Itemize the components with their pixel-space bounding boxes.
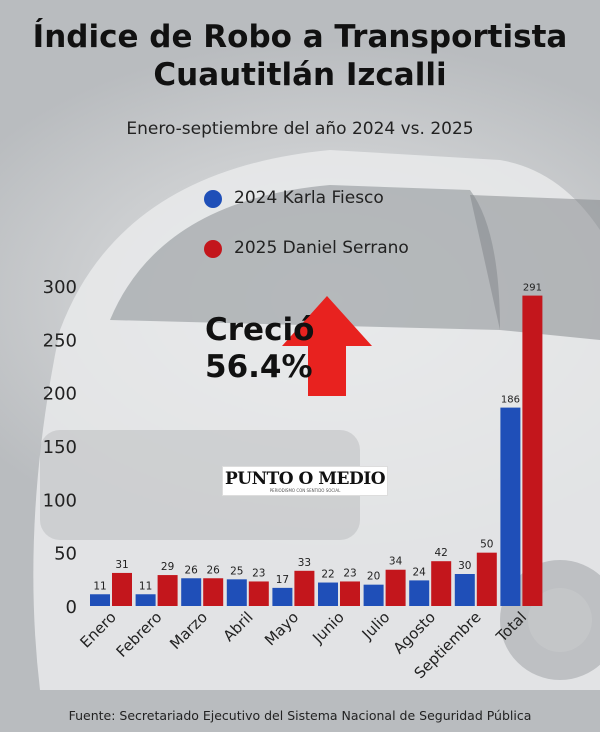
y-tick-label: 200 [43,384,77,405]
legend-swatch-2025 [204,240,222,258]
chart-title-line2: Cuautitlán Izcalli [153,57,447,93]
bar-value-label: 186 [501,395,520,406]
logo-tagline: PERIODISMO CON SENTIDO SOCIAL [269,488,341,493]
bar-value-label: 24 [413,566,427,578]
bar-value-label: 31 [115,559,128,571]
x-tick-label: Abril [220,608,257,645]
bar-value-label: 30 [458,560,471,572]
bar-2025-julio [385,569,406,606]
x-tick-label: Enero [77,608,120,651]
callout-line1: Creció [205,312,315,348]
chart-subtitle: Enero-septiembre del año 2024 vs. 2025 [126,119,474,139]
bar-2024-abril [226,579,247,606]
bar-value-label: 11 [139,580,152,592]
y-tick-label: 250 [43,330,77,351]
bar-2025-enero [112,572,132,606]
bar-2024-enero [90,594,110,606]
bar-value-label: 20 [367,571,380,583]
bar-value-label: 22 [321,569,334,581]
bar-value-label: 25 [230,565,243,577]
x-tick-label: Total [492,608,530,646]
bar-value-label: 291 [523,283,542,294]
bar-2025-abril [248,581,269,606]
bar-value-label: 26 [207,564,221,576]
callout-line2: 56.4% [205,349,313,385]
logo-text: PUNTO O MEDIO [224,469,386,489]
growth-arrow-icon [282,296,372,396]
x-tick-label: Julio [358,608,394,644]
bar-2025-septiembre [476,552,497,606]
x-tick-label: Junio [308,608,347,647]
x-tick-label: Febrero [113,608,166,661]
bar-2025-marzo [203,578,224,606]
x-tick-label: Marzo [166,608,211,653]
legend-swatch-2024 [204,190,222,208]
bar-value-label: 34 [389,556,403,568]
bar-2024-septiembre [454,574,475,606]
bar-value-label: 50 [480,539,493,551]
bar-value-label: 29 [161,561,174,573]
bar-2025-mayo [294,570,315,606]
bar-value-label: 23 [343,567,356,579]
bar-2024-febrero [135,594,156,606]
growth-callout: Creció 56.4% [205,312,314,386]
y-tick-label: 0 [66,597,77,618]
bar-2025-febrero [157,575,178,606]
bar-2024-junio [318,582,338,606]
y-tick-label: 150 [43,437,77,458]
bar-2025-total [522,295,543,606]
bar-value-label: 17 [276,574,289,586]
bar-value-label: 33 [298,557,311,569]
y-tick-label: 300 [43,277,77,298]
bar-2024-total [500,407,521,606]
chart-title-line1: Índice de Robo a Transportista [32,19,568,55]
bar-value-label: 11 [93,580,106,592]
bar-2024-julio [363,584,384,606]
bar-2024-marzo [181,578,202,606]
legend-label-2024: 2024 Karla Fiesco [234,188,384,208]
bar-2024-agosto [409,580,430,606]
bar-2025-agosto [431,561,452,606]
source-note: Fuente: Secretariado Ejecutivo del Siste… [68,708,532,723]
y-tick-label: 100 [43,490,77,511]
legend-label-2025: 2025 Daniel Serrano [234,238,409,258]
bar-2024-mayo [272,587,293,606]
bar-value-label: 26 [185,564,199,576]
punto-medio-logo: PUNTO O MEDIO PERIODISMO CON SENTIDO SOC… [222,466,388,496]
bar-value-label: 42 [435,547,448,559]
x-tick-label: Mayo [261,608,302,649]
y-tick-label: 50 [54,544,77,565]
bar-2025-junio [340,581,360,606]
bar-value-label: 23 [252,567,265,579]
